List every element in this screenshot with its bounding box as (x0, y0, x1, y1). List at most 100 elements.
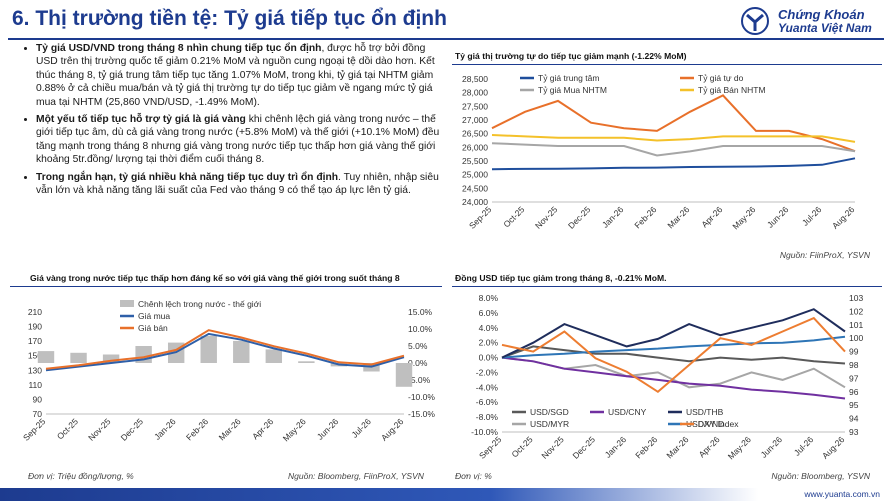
x-tick-label: Jan-26 (152, 416, 178, 442)
x-tick-label: Mar-26 (217, 416, 243, 442)
y2-tick-label: 95 (849, 400, 859, 410)
chart3-source: Nguồn: Bloomberg, YSVN (771, 471, 870, 481)
series-line (501, 316, 846, 394)
y-tick-label: 0.0% (479, 353, 499, 363)
x-tick-label: Oct-25 (501, 204, 526, 229)
chart2-title: Giá vàng trong nước tiếp tục thấp hơn đá… (30, 273, 400, 283)
x-tick-label: Dec-25 (566, 204, 593, 231)
footer-url: www.yuanta.com.vn (804, 489, 880, 499)
x-tick-label: Apr-26 (697, 434, 722, 459)
y-tick-label: 70 (33, 409, 43, 419)
y2-tick-label: 93 (849, 427, 859, 437)
bar-mark (298, 361, 315, 363)
bar-mark (200, 335, 217, 363)
chart3-title-rule (452, 286, 882, 287)
bar-mark (395, 363, 413, 387)
series-line (45, 332, 405, 372)
y2-tick-label: 5.0% (408, 341, 428, 351)
y2-tick-label: 15.0% (408, 307, 433, 317)
brand-logo: Chứng Khoán Yuanta Việt Nam (738, 6, 888, 36)
usd-index-chart: 8.0% 6.0% 4.0% 2.0% 0.0% -2.0% -4.0% -6.0% -8.0%… (471, 293, 863, 461)
y-tick-label: 190 (28, 322, 42, 332)
legend-label: Giá bán (138, 323, 168, 333)
bullet-text: . Tuy nhiên, nhập siêu vẫn lớn và khả nă… (36, 171, 439, 197)
x-tick-label: Nov-25 (86, 416, 113, 443)
chart1-source: Nguồn: FiinProX, YSVN (779, 250, 870, 260)
x-tick-label: Jan-26 (603, 434, 629, 460)
y2-tick-label: 0.0% (408, 358, 428, 368)
x-tick-label: May-26 (730, 204, 757, 231)
legend-label: USD/VND (686, 419, 724, 429)
y-tick-label: 170 (28, 336, 42, 346)
x-tick-label: Jul-26 (800, 204, 824, 228)
legend-label: USD/THB (686, 407, 724, 417)
y2-tick-label: 94 (849, 414, 859, 424)
series-line (45, 329, 405, 370)
legend-swatch (120, 300, 134, 307)
y2-tick-label: 102 (849, 306, 863, 316)
chart3-unit: Đơn vị: % (455, 471, 492, 481)
chart1-title: Tỷ giá thị trường tự do tiếp tục giảm mạ… (455, 51, 687, 61)
y2-tick-label: 96 (849, 387, 859, 397)
bullet-item: Tỷ giá USD/VND trong tháng 8 nhìn chung … (36, 42, 448, 109)
x-tick-label: Aug-26 (379, 416, 406, 443)
x-tick-label: Jan-26 (600, 204, 626, 230)
legend-label: USD/SGD (530, 407, 569, 417)
logo-line-2: Yuanta Việt Nam (778, 21, 872, 35)
y2-tick-label: -10.0% (408, 392, 435, 402)
x-tick-label: Oct-25 (509, 434, 534, 459)
x-tick-label: Dec-25 (571, 434, 598, 461)
commentary-bullets: Tỷ giá USD/VND trong tháng 8 nhìn chung … (18, 42, 448, 201)
y2-tick-label: 10.0% (408, 324, 433, 334)
chart3-title: Đồng USD tiếp tục giảm trong tháng 8, -0… (455, 273, 667, 283)
y-tick-label: 150 (28, 351, 42, 361)
logo-line-1: Chứng Khoán (778, 7, 865, 22)
x-tick-label: Jun-26 (315, 416, 341, 442)
y2-tick-label: 97 (849, 373, 859, 383)
y-tick-label: 26,500 (462, 129, 488, 139)
bar-mark (37, 351, 55, 363)
x-tick-label: Nov-25 (539, 434, 566, 461)
y2-tick-label: 98 (849, 360, 859, 370)
x-tick-label: Feb-26 (633, 434, 659, 460)
series-line (491, 157, 856, 171)
y-tick-label: 2.0% (479, 338, 499, 348)
y-tick-label: -10.0% (471, 427, 498, 437)
chart2-unit: Đơn vị: Triệu đồng/lượng, % (28, 471, 134, 481)
x-tick-label: Mar-26 (664, 434, 690, 460)
y-tick-label: 27,500 (462, 101, 488, 111)
y-tick-label: 8.0% (479, 293, 499, 303)
y2-tick-label: -5.0% (408, 375, 431, 385)
x-tick-label: Sep-25 (21, 416, 48, 443)
x-tick-label: Aug-26 (830, 204, 857, 231)
y-tick-label: -2.0% (476, 367, 499, 377)
bullet-item: Trong ngắn hạn, tỷ giá nhiều khả năng ti… (36, 171, 448, 198)
legend-label: USD/CNY (608, 407, 647, 417)
page-title: 6. Thị trường tiền tệ: Tỷ giá tiếp tục ổ… (12, 7, 447, 30)
y-tick-label: 25,500 (462, 156, 488, 166)
x-tick-label: Jul-26 (349, 416, 373, 440)
series-line (491, 142, 856, 157)
legend-label: USD/MYR (530, 419, 569, 429)
y-tick-label: 24,500 (462, 183, 488, 193)
x-tick-label: Jun-26 (765, 204, 791, 230)
series-line (501, 345, 846, 365)
y-tick-label: 110 (28, 380, 42, 390)
bullet-text: khi chênh lệch giá vàng trong nước – thế… (36, 114, 440, 166)
x-tick-label: Feb-26 (184, 416, 210, 442)
x-tick-label: Nov-25 (533, 204, 560, 231)
bar-mark (102, 354, 120, 363)
yuanta-logo-icon (741, 7, 769, 35)
x-tick-label: Sep-25 (477, 434, 504, 461)
x-tick-label: Mar-26 (665, 204, 691, 230)
bar-mark (265, 349, 283, 363)
y2-tick-label: -15.0% (408, 409, 435, 419)
y-tick-label: 25,000 (462, 170, 488, 180)
y2-tick-label: 103 (849, 293, 863, 303)
chart2-source: Nguồn: Bloomberg, FiinProX, YSVN (288, 471, 424, 481)
bullet-bold: Một yếu tố tiếp tục hỗ trợ tỷ giá là giá… (36, 114, 246, 126)
bar-mark (70, 352, 87, 363)
header-rule (8, 38, 884, 40)
chart2-title-rule (10, 286, 442, 287)
x-tick-label: May-26 (726, 434, 753, 461)
